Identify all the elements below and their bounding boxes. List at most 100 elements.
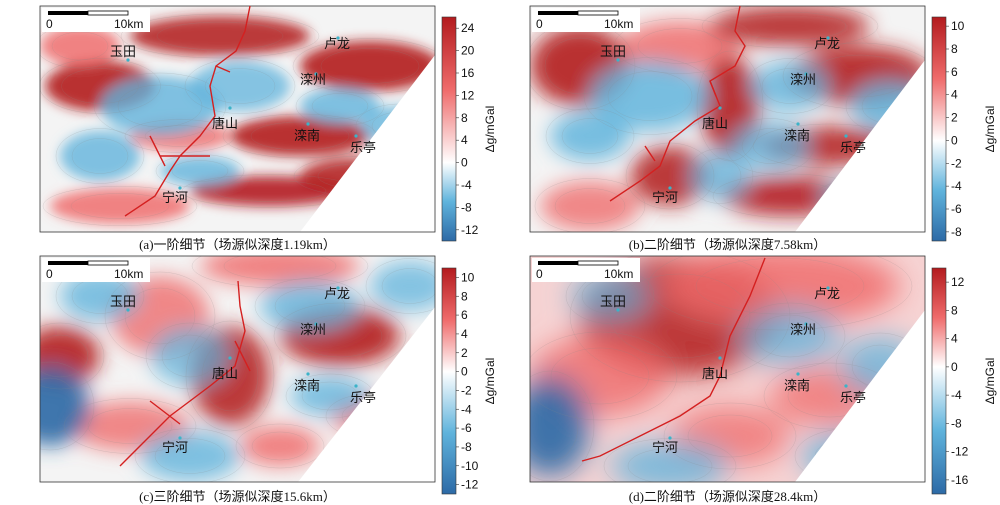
colorbar-tick-label: 8 xyxy=(951,42,958,56)
city-label: 滦南 xyxy=(784,128,810,144)
panel-b: 0 10km 玉田 卢龙 滦州 唐山 滦南 乐亭 宁河 10 8 6 4 2 0 -2 -4 -6 -8 Δg/mG… xyxy=(500,0,1000,252)
colorbar-tick-label: -4 xyxy=(951,388,962,402)
city-label: 唐山 xyxy=(702,116,728,132)
caption-c: (c)三阶细节（场源似深度15.6km） xyxy=(40,486,435,505)
colorbar-tick-label: -4 xyxy=(461,178,472,192)
city-label: 宁河 xyxy=(652,190,678,206)
city-label: 玉田 xyxy=(600,295,626,310)
colorbar-tick-label: -6 xyxy=(951,202,962,216)
colorbar-tick-label: 0 xyxy=(461,365,468,379)
colorbar-tick-label: -8 xyxy=(951,225,962,239)
scale-bar-black-segment xyxy=(538,11,578,15)
colorbar-tick-label: 8 xyxy=(461,111,468,125)
city-label: 唐山 xyxy=(212,366,238,382)
colorbar-tick-label: 8 xyxy=(951,303,958,317)
city-label: 乐亭 xyxy=(350,390,376,406)
city-label: 玉田 xyxy=(110,295,136,310)
city-label: 玉田 xyxy=(110,45,136,60)
colorbar-tick-label: -4 xyxy=(461,402,472,416)
colorbar-tick-label: -12 xyxy=(461,223,479,237)
city-label: 滦南 xyxy=(294,128,320,144)
city-label: 乐亭 xyxy=(350,140,376,156)
colorbar-tick-label: 12 xyxy=(951,275,965,289)
colorbar-tick-label: -2 xyxy=(951,156,962,170)
scale-bar-end-label: 10km xyxy=(114,17,143,31)
colorbar-tick-label: 4 xyxy=(951,332,958,346)
colorbar-tick-label: 16 xyxy=(461,66,475,80)
scale-bar: 0 10km xyxy=(42,8,150,32)
city-dot xyxy=(306,372,309,375)
city-label: 玉田 xyxy=(600,45,626,60)
city-label: 宁河 xyxy=(162,190,188,206)
colorbar-tick-label: -4 xyxy=(951,179,962,193)
map-a: 0 10km玉田卢龙滦州唐山滦南乐亭宁河 xyxy=(0,0,500,252)
city-label: 卢龙 xyxy=(814,36,840,52)
caption-b: (b)二阶细节（场源似深度7.58km） xyxy=(530,234,925,253)
city-dot xyxy=(354,134,357,137)
colorbar-unit-label: Δg/mGal xyxy=(983,358,997,405)
colorbar-tick-label: 10 xyxy=(461,270,475,284)
colorbar-b: 10 8 6 4 2 0 -2 -4 -6 -8 Δg/mGal xyxy=(930,15,1000,245)
city-label: 宁河 xyxy=(652,440,678,456)
city-dot xyxy=(354,384,357,387)
city-dot xyxy=(718,356,721,359)
colorbar-tick-label: 8 xyxy=(461,289,468,303)
scale-bar-white-segment xyxy=(578,11,618,15)
city-dot xyxy=(796,122,799,125)
city-label: 宁河 xyxy=(162,440,188,456)
city-label: 滦州 xyxy=(300,322,326,338)
colorbar-unit-label: Δg/mGal xyxy=(483,358,497,405)
colorbar-gradient xyxy=(442,17,456,241)
city-dot xyxy=(668,186,671,189)
colorbar-tick-label: 20 xyxy=(461,44,475,58)
colorbar-tick-label: -10 xyxy=(461,459,479,473)
city-dot xyxy=(178,436,181,439)
colorbar-gradient xyxy=(442,268,456,494)
colorbar-d: 12840-4-8-12-16Δg/mGal xyxy=(930,266,1000,498)
scale-bar-end-label: 10km xyxy=(604,267,633,281)
city-label: 唐山 xyxy=(212,116,238,132)
colorbar-tick-label: -12 xyxy=(951,445,969,459)
panel-d: 0 10km 玉田 卢龙 滦州 唐山 滦南 乐亭 宁河 12 8 4 0 -4 -8 -12 -16 Δg/mG… xyxy=(500,252,1000,505)
scale-bar: 0 10km xyxy=(532,258,640,282)
city-label: 乐亭 xyxy=(840,140,866,156)
scale-bar-white-segment xyxy=(88,261,128,265)
scale-bar-black-segment xyxy=(48,261,88,265)
city-dot xyxy=(306,122,309,125)
scale-bar-white-segment xyxy=(88,11,128,15)
scale-bar-start-label: 0 xyxy=(46,17,53,31)
colorbar-tick-label: 6 xyxy=(461,308,468,322)
panel-c: 0 10km 玉田 卢龙 滦州 唐山 滦南 乐亭 宁河 10 8 6 4 2 0 -2 -4 -6 -8 -10 -1… xyxy=(0,252,500,505)
city-label: 滦州 xyxy=(790,322,816,338)
colorbar-tick-label: -8 xyxy=(461,200,472,214)
city-label: 唐山 xyxy=(702,366,728,382)
colorbar-gradient xyxy=(932,268,946,494)
city-label: 卢龙 xyxy=(814,286,840,302)
colorbar-tick-label: -8 xyxy=(951,416,962,430)
colorbar-tick-label: 24 xyxy=(461,21,475,35)
scale-bar-end-label: 10km xyxy=(114,267,143,281)
colorbar-unit-label: Δg/mGal xyxy=(983,106,997,153)
city-label: 滦南 xyxy=(294,378,320,394)
colorbar-a: 24201612840-4-8-12Δg/mGal xyxy=(440,15,500,245)
colorbar-c: 1086420-2-4-6-8-10-12Δg/mGal xyxy=(440,266,500,498)
scale-bar: 0 10km xyxy=(42,258,150,282)
city-dot xyxy=(668,436,671,439)
colorbar-gradient xyxy=(932,17,946,241)
city-dot xyxy=(796,372,799,375)
city-label: 卢龙 xyxy=(324,36,350,52)
colorbar-tick-label: -6 xyxy=(461,421,472,435)
colorbar-tick-label: 12 xyxy=(461,88,475,102)
city-dot xyxy=(178,186,181,189)
city-dot xyxy=(718,106,721,109)
colorbar-tick-label: 4 xyxy=(461,327,468,341)
colorbar-tick-label: 4 xyxy=(951,88,958,102)
colorbar-tick-label: 0 xyxy=(461,156,468,170)
city-dot xyxy=(844,384,847,387)
colorbar-tick-label: 2 xyxy=(461,346,468,360)
scale-bar-white-segment xyxy=(578,261,618,265)
scale-bar-end-label: 10km xyxy=(604,17,633,31)
